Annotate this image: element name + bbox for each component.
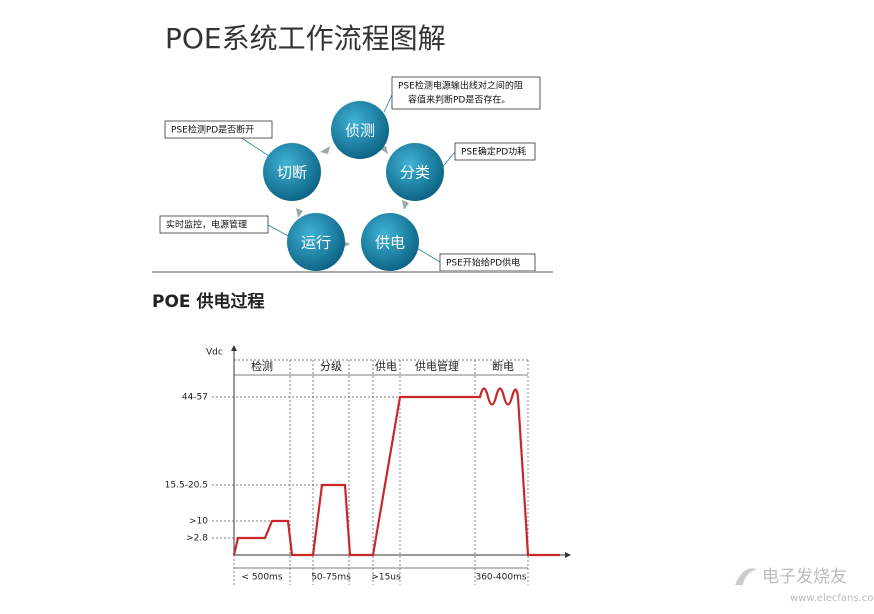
svg-text:侦测: 侦测 xyxy=(345,122,375,140)
svg-text:供电: 供电 xyxy=(375,234,405,252)
note: PSE检测PD是否断开 xyxy=(164,120,273,139)
cycle-node: 侦测 xyxy=(331,101,389,159)
y-axis-label: Vdc xyxy=(206,348,223,358)
note: PSE确定PD功耗 xyxy=(454,142,536,161)
watermark-brand: 电子发烧友 xyxy=(762,567,847,587)
level-label: >2.8 xyxy=(186,534,208,544)
svg-text:实时监控，电源管理: 实时监控，电源管理 xyxy=(166,219,247,231)
svg-text:PSE开始给PD供电: PSE开始给PD供电 xyxy=(446,257,520,269)
level-label: 44-57 xyxy=(182,393,208,403)
level-label: >10 xyxy=(189,517,208,527)
note: 实时监控，电源管理 xyxy=(159,215,269,234)
svg-text:切断: 切断 xyxy=(277,164,307,182)
phase-label: 断电 xyxy=(492,359,514,373)
cycle-node: 切断 xyxy=(263,143,321,201)
svg-text:PSE检测电源输出线对之间的阻: PSE检测电源输出线对之间的阻 xyxy=(398,80,523,92)
note: PSE开始给PD供电 xyxy=(439,253,536,272)
note: PSE检测电源输出线对之间的阻 容值来判断PD是否存在。 xyxy=(391,76,541,110)
cycle-node: 供电 xyxy=(361,213,419,271)
graph: Vdc 44-57 15.5-20.5 >10 >2.8 检测 分级 供电 供电… xyxy=(165,345,571,585)
watermark-url: www.elecfans.com xyxy=(790,593,874,604)
phase-label: 供电 xyxy=(375,359,397,373)
duration-label: < 500ms xyxy=(241,573,282,583)
watermark: 电子发烧友 www.elecfans.com xyxy=(735,567,874,604)
phase-label: 检测 xyxy=(251,359,273,373)
svg-text:PSE检测PD是否断开: PSE检测PD是否断开 xyxy=(171,124,254,136)
duration-label: >15us xyxy=(371,573,401,583)
duration-label: 360-400ms xyxy=(475,573,526,583)
svg-text:分类: 分类 xyxy=(400,164,430,182)
voltage-waveform xyxy=(232,387,560,557)
level-label: 15.5-20.5 xyxy=(165,481,208,491)
svg-text:运行: 运行 xyxy=(301,234,331,252)
cycle-node: 运行 xyxy=(287,213,345,271)
phase-label: 分级 xyxy=(320,360,342,373)
leader xyxy=(383,94,393,113)
phase-label: 供电管理 xyxy=(415,359,459,373)
duration-label: 50-75ms xyxy=(311,573,351,583)
svg-text:PSE确定PD功耗: PSE确定PD功耗 xyxy=(461,146,526,158)
page-title: POE系统工作流程图解 xyxy=(165,22,446,55)
svg-text:容值来判断PD是否存在。: 容值来判断PD是否存在。 xyxy=(408,94,510,106)
cycle-node: 分类 xyxy=(386,143,444,201)
guides xyxy=(212,359,530,585)
section-title: POE 供电过程 xyxy=(152,291,264,312)
